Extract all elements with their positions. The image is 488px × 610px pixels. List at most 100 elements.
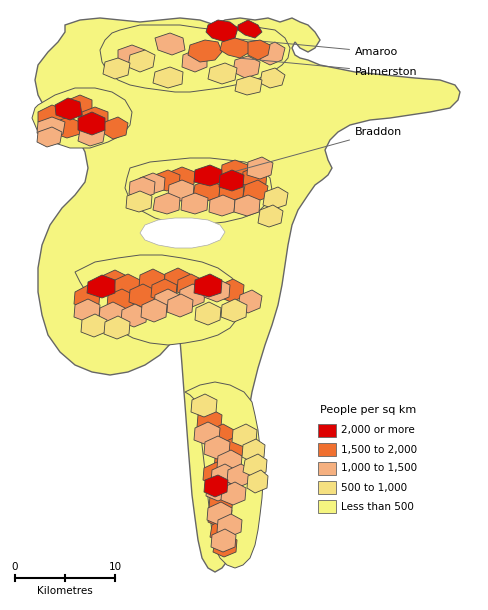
Text: Kilometres: Kilometres <box>37 586 93 596</box>
Text: Amaroo: Amaroo <box>231 38 398 57</box>
Polygon shape <box>74 299 100 322</box>
Polygon shape <box>103 117 128 139</box>
Text: Less than 500: Less than 500 <box>341 501 414 512</box>
Polygon shape <box>238 20 262 38</box>
Polygon shape <box>141 299 167 322</box>
Polygon shape <box>243 454 267 477</box>
Polygon shape <box>219 438 244 461</box>
Polygon shape <box>153 67 183 88</box>
Polygon shape <box>209 424 234 447</box>
Polygon shape <box>32 88 132 148</box>
Polygon shape <box>232 424 257 447</box>
Polygon shape <box>204 436 230 459</box>
Polygon shape <box>182 50 207 72</box>
Polygon shape <box>154 289 180 312</box>
Polygon shape <box>194 422 220 445</box>
Polygon shape <box>221 160 248 181</box>
Polygon shape <box>220 38 250 58</box>
Polygon shape <box>217 514 242 537</box>
Polygon shape <box>129 284 155 307</box>
Polygon shape <box>101 270 127 293</box>
Polygon shape <box>155 33 185 55</box>
Polygon shape <box>78 125 105 146</box>
Polygon shape <box>207 502 232 525</box>
Polygon shape <box>204 475 228 497</box>
Polygon shape <box>195 302 221 325</box>
Polygon shape <box>242 439 265 462</box>
Polygon shape <box>206 478 231 501</box>
Polygon shape <box>258 205 283 227</box>
Polygon shape <box>82 107 108 130</box>
Polygon shape <box>191 394 217 417</box>
Polygon shape <box>260 68 285 88</box>
Polygon shape <box>221 482 246 505</box>
Polygon shape <box>210 519 234 542</box>
Text: 0: 0 <box>12 562 18 572</box>
Polygon shape <box>211 464 236 487</box>
Text: 1,500 to 2,000: 1,500 to 2,000 <box>341 445 417 454</box>
Text: 10: 10 <box>108 562 122 572</box>
Polygon shape <box>221 299 247 322</box>
Polygon shape <box>140 218 225 248</box>
Text: People per sq km: People per sq km <box>320 405 416 415</box>
Polygon shape <box>128 50 155 72</box>
Polygon shape <box>227 464 252 487</box>
Polygon shape <box>74 285 100 308</box>
Polygon shape <box>235 76 262 95</box>
Polygon shape <box>114 274 140 297</box>
Bar <box>318 443 336 456</box>
Polygon shape <box>75 255 242 345</box>
Polygon shape <box>194 274 222 297</box>
Polygon shape <box>37 127 62 147</box>
Text: Braddon: Braddon <box>224 127 402 174</box>
Polygon shape <box>181 193 208 214</box>
Polygon shape <box>55 98 82 120</box>
Polygon shape <box>263 187 288 209</box>
Polygon shape <box>238 290 262 313</box>
Polygon shape <box>219 279 244 302</box>
Polygon shape <box>219 170 244 191</box>
Polygon shape <box>103 58 130 79</box>
Polygon shape <box>100 25 290 92</box>
Text: 1,000 to 1,500: 1,000 to 1,500 <box>341 464 417 473</box>
Polygon shape <box>104 316 130 339</box>
Polygon shape <box>37 117 65 138</box>
Polygon shape <box>194 165 222 186</box>
Polygon shape <box>81 314 107 337</box>
Polygon shape <box>53 117 80 138</box>
Polygon shape <box>35 18 460 572</box>
Polygon shape <box>177 274 203 297</box>
Polygon shape <box>121 304 147 327</box>
Polygon shape <box>139 173 165 194</box>
Polygon shape <box>164 268 190 290</box>
Text: Palmerston: Palmerston <box>241 59 418 77</box>
Bar <box>318 462 336 475</box>
Bar <box>318 481 336 494</box>
Polygon shape <box>139 269 165 292</box>
Polygon shape <box>213 534 237 557</box>
Polygon shape <box>206 20 238 42</box>
Polygon shape <box>209 195 235 216</box>
Polygon shape <box>260 42 285 65</box>
Polygon shape <box>185 382 263 568</box>
Polygon shape <box>153 193 180 214</box>
Polygon shape <box>68 95 92 117</box>
Polygon shape <box>203 462 228 485</box>
Polygon shape <box>247 470 268 493</box>
Polygon shape <box>242 167 267 188</box>
Polygon shape <box>233 56 260 78</box>
Polygon shape <box>217 450 242 473</box>
Polygon shape <box>78 112 105 135</box>
Polygon shape <box>151 279 177 302</box>
Polygon shape <box>125 158 272 225</box>
Polygon shape <box>208 504 232 527</box>
Polygon shape <box>118 45 145 67</box>
Polygon shape <box>197 409 222 432</box>
Polygon shape <box>153 170 180 191</box>
Polygon shape <box>179 284 205 307</box>
Bar <box>318 424 336 437</box>
Polygon shape <box>248 40 270 60</box>
Polygon shape <box>126 191 152 212</box>
Bar <box>318 500 336 513</box>
Text: 2,000 or more: 2,000 or more <box>341 426 415 436</box>
